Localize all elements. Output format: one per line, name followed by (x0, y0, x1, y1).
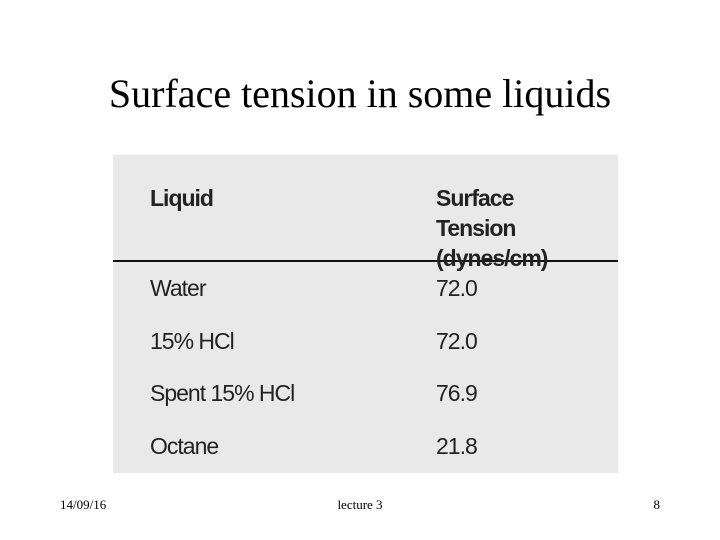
footer-date: 14/09/16 (60, 497, 107, 512)
footer-label: lecture 3 (337, 497, 383, 512)
page-number: 8 (653, 497, 661, 512)
table-cell: Spent 15% HCl (150, 380, 295, 406)
table-cell: 72.0 (436, 327, 478, 354)
table-cell: 21.8 (436, 432, 478, 459)
header-cell: Surface Tension (dynes/cm) (436, 185, 548, 271)
table: Liquid Surface Tension (dynes/cm) Water 72.… (113, 155, 618, 473)
slide-title: Surface tension in some liquids (108, 71, 612, 116)
table-cell: 72.0 (436, 275, 478, 301)
table-cell: Water (150, 275, 206, 301)
table-cell: Octane (150, 432, 219, 459)
table-cell: 15% HCl (150, 327, 235, 354)
table-cell: 76.9 (436, 380, 478, 406)
header-cell: Liquid (150, 185, 214, 211)
header-rule (113, 260, 618, 262)
